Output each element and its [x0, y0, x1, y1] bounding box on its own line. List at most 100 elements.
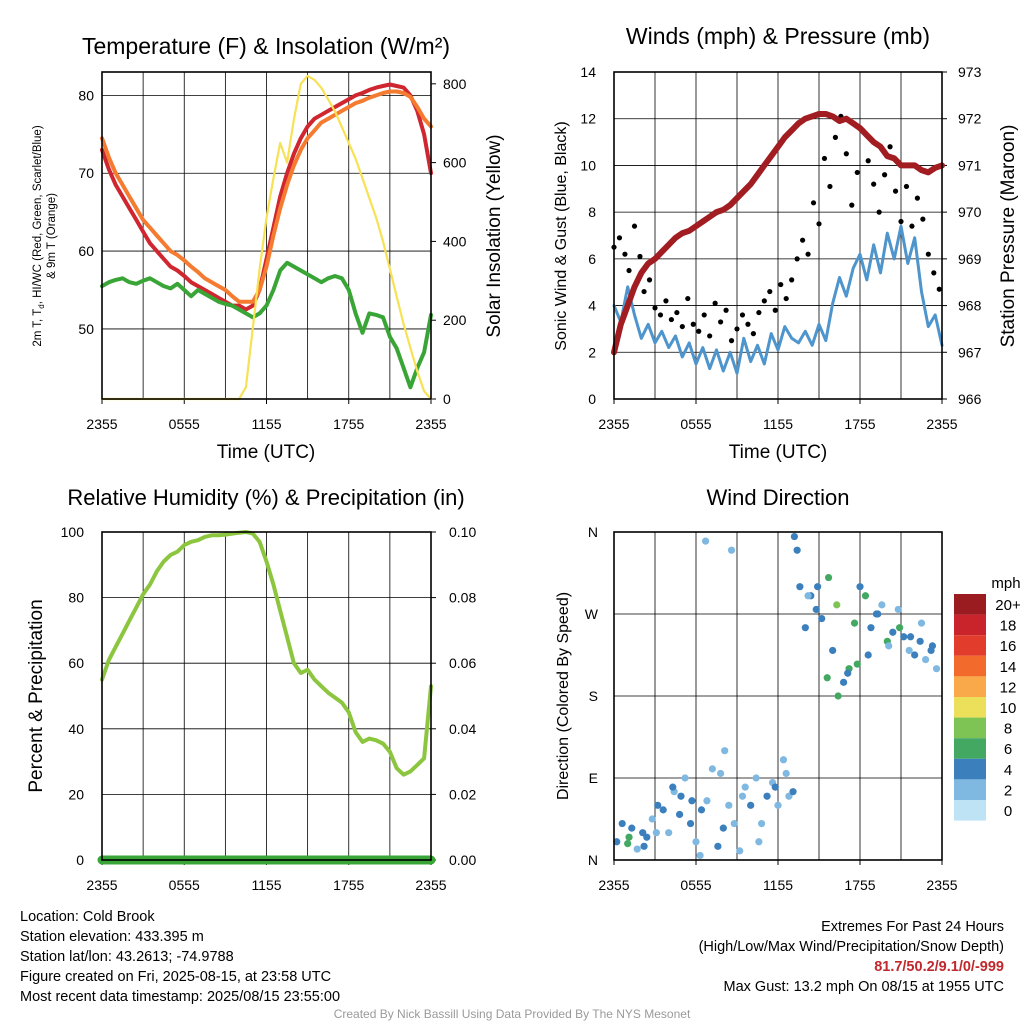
x-tick-label: 0555	[169, 877, 200, 893]
x-tick-label: 1755	[844, 416, 875, 432]
x-tick-label: 2355	[598, 416, 629, 432]
station-location: Location: Cold Brook	[20, 909, 155, 925]
legend-label: 12	[1000, 679, 1017, 696]
direction-point	[717, 769, 725, 778]
y-tick-label-right: 0.06	[449, 655, 476, 671]
y-tick-label-right: 0	[443, 391, 451, 407]
y-tick-label-left: 80	[68, 590, 84, 606]
y-tick-label-left: 0	[76, 852, 84, 868]
y-tick-label-left: 20	[68, 786, 84, 802]
gust-point	[936, 286, 942, 292]
direction-point	[932, 665, 941, 673]
direction-point	[688, 797, 696, 805]
y-tick-label-right: 970	[958, 204, 982, 220]
gust-point	[690, 321, 696, 327]
gust-point	[854, 169, 860, 176]
gust-point	[892, 188, 899, 194]
direction-point	[665, 829, 673, 837]
y-tick-label-left: 60	[68, 655, 84, 671]
direction-point	[652, 829, 660, 837]
legend-swatch	[954, 676, 986, 697]
y-tick-label-right: 0.08	[449, 590, 476, 606]
direction-point	[782, 769, 790, 778]
pressure-line	[611, 111, 945, 356]
direction-point	[771, 783, 779, 791]
direction-point	[922, 655, 930, 664]
legend-label: 4	[1004, 762, 1012, 779]
direction-point	[686, 819, 695, 828]
direction-point	[790, 532, 799, 541]
direction-point	[736, 847, 744, 855]
gust-point	[882, 172, 888, 178]
gust-point	[843, 151, 849, 157]
y-tick-label-right: 972	[958, 111, 982, 127]
direction-point	[628, 824, 636, 832]
y-tick-label-left: 6	[588, 251, 596, 267]
y-tick-label-left: 50	[78, 321, 94, 337]
plot-frame	[101, 531, 432, 861]
y-tick-label-right: 0.10	[449, 524, 476, 540]
x-tick-label: 1155	[251, 877, 281, 893]
y-tick-label-left: 4	[588, 298, 596, 314]
y-tick-label-right: 969	[958, 251, 982, 267]
y-tick-label-right: 400	[443, 233, 467, 249]
legend-label: 10	[1000, 700, 1017, 717]
y-tick-label-left: 12	[580, 111, 596, 127]
direction-point	[796, 583, 804, 591]
x-tick-label: 2355	[926, 416, 957, 432]
gust-point	[663, 298, 669, 304]
gust-point	[914, 195, 921, 201]
direction-point	[905, 646, 913, 655]
y-tick-label-right: 600	[443, 155, 467, 171]
legend-label: 16	[1000, 638, 1017, 655]
direction-point	[676, 810, 684, 819]
gust-point	[679, 323, 685, 330]
winds-left-axis-label: Sonic Wind & Gust (Blue, Black)	[553, 121, 570, 350]
y-tick-label-right: 200	[443, 312, 467, 328]
gust-point	[903, 183, 910, 190]
gust-point	[750, 331, 757, 337]
gust-point	[622, 251, 628, 257]
y-tick-label-left: 8	[588, 204, 596, 220]
temperature-x-axis-label: Time (UTC)	[217, 442, 316, 463]
direction-point	[730, 819, 738, 828]
direction-point	[696, 851, 704, 860]
gust-point	[657, 312, 664, 318]
gust-point	[805, 251, 811, 257]
temperature-series-line	[100, 89, 433, 304]
direction-point	[833, 601, 841, 609]
y-tick-label-right: 0.02	[449, 786, 476, 802]
y-tick-label-right: 973	[958, 64, 982, 80]
credit-line: Created By Nick Bassill Using Data Provi…	[333, 1007, 691, 1021]
gust-point	[800, 237, 806, 243]
humidity-title: Relative Humidity (%) & Precipitation (i…	[67, 485, 464, 510]
gust-point	[794, 256, 800, 262]
gust-point	[761, 298, 767, 304]
direction-left-axis-label: Direction (Colored By Speed)	[555, 592, 572, 800]
direction-point	[917, 619, 926, 627]
legend-label: 14	[1000, 659, 1017, 676]
x-tick-label: 1755	[844, 877, 875, 893]
gust-point	[631, 223, 638, 229]
gust-point	[887, 144, 893, 150]
direction-point	[906, 633, 915, 641]
direction-point	[840, 678, 848, 686]
direction-point	[640, 842, 648, 850]
legend-label: 0	[1004, 803, 1012, 820]
x-tick-label: 0555	[169, 416, 200, 432]
direction-point	[692, 838, 700, 846]
extremes-box: Extremes For Past 24 Hours (High/Low/Max…	[699, 917, 1004, 997]
legend-label: 20+	[995, 597, 1021, 614]
station-elevation: Station elevation: 433.395 m	[20, 929, 204, 945]
legend-swatch	[954, 614, 986, 636]
gust-point	[712, 300, 718, 306]
direction-point	[928, 642, 937, 650]
temperature-right-axis-label: Solar Insolation (Yellow)	[484, 134, 505, 337]
direction-point	[867, 624, 875, 632]
gust-point	[898, 218, 904, 225]
gust-point	[616, 235, 623, 241]
gust-point	[756, 309, 762, 316]
direction-point	[824, 573, 833, 582]
direction-point	[894, 605, 902, 614]
direction-point	[697, 806, 706, 814]
